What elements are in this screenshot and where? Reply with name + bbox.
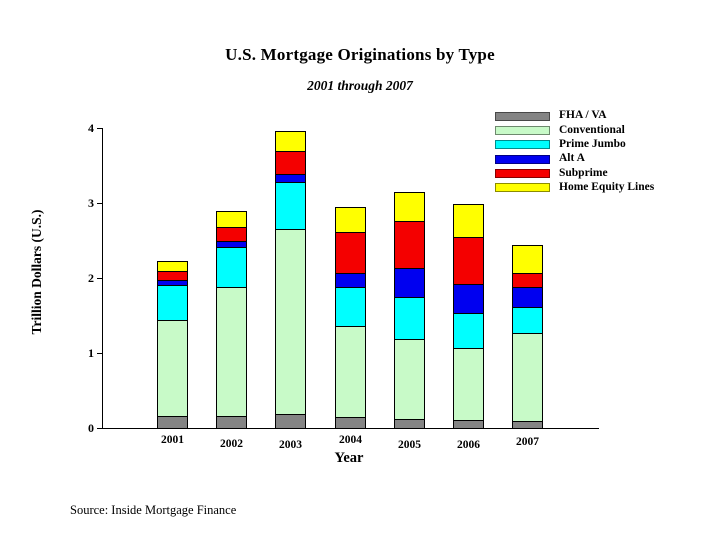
stacked-bar-2007 xyxy=(512,245,543,428)
bar-segment xyxy=(276,229,305,414)
bar-segment xyxy=(217,212,246,227)
y-tick-label: 0 xyxy=(88,421,94,435)
x-tick-label: 2003 xyxy=(279,439,302,451)
stacked-bar-2005 xyxy=(394,192,425,428)
legend-label: Alt A xyxy=(559,152,585,165)
bar-segment xyxy=(513,421,542,428)
y-tick-mark xyxy=(97,428,103,429)
legend: FHA / VA Conventional Prime Jumbo Alt A Subp… xyxy=(495,109,654,195)
y-tick-mark xyxy=(97,278,103,279)
bar-segment xyxy=(217,287,246,416)
legend-label: Home Equity Lines xyxy=(559,180,655,193)
legend-row: Home Equity Lines xyxy=(495,180,654,194)
plot-area xyxy=(102,128,599,429)
stacked-bar-2001 xyxy=(157,261,188,428)
legend-swatch xyxy=(495,168,550,178)
x-tick-label: 2001 xyxy=(161,434,184,446)
bar-segment xyxy=(336,232,365,273)
legend-row: Alt A xyxy=(495,152,654,166)
bar-segment xyxy=(217,227,246,241)
bar-segment xyxy=(513,273,542,287)
bar-segment xyxy=(158,416,187,428)
bar-segment xyxy=(336,287,365,326)
legend-label: Conventional xyxy=(559,123,625,136)
bar-segment xyxy=(276,414,305,428)
bar-segment xyxy=(454,420,483,428)
bar-segment xyxy=(395,193,424,221)
stacked-bar-2006 xyxy=(453,204,484,428)
bar-segment xyxy=(513,333,542,421)
bar-segment xyxy=(454,237,483,284)
x-tick-label: 2004 xyxy=(339,434,362,446)
bar-segment xyxy=(158,285,187,320)
legend-swatch xyxy=(495,140,550,150)
y-tick-mark xyxy=(97,128,103,129)
bar-segment xyxy=(454,284,483,313)
bar-segment xyxy=(454,313,483,348)
y-tick-label: 2 xyxy=(88,271,94,285)
bar-segment xyxy=(276,174,305,182)
bar-segment xyxy=(513,246,542,273)
bar-segment xyxy=(217,416,246,428)
bar-segment xyxy=(395,268,424,297)
bar-segment xyxy=(395,339,424,419)
legend-row: Subprime xyxy=(495,166,654,180)
y-axis-title: Trillion Dollars (U.S.) xyxy=(29,209,44,335)
bar-segment xyxy=(276,132,305,151)
x-tick-label: 2002 xyxy=(220,438,243,450)
x-tick-label: 2007 xyxy=(516,436,539,448)
stacked-bar-2003 xyxy=(275,131,306,428)
y-tick-mark xyxy=(97,203,103,204)
bar-segment xyxy=(336,417,365,428)
bar-segment xyxy=(158,271,187,280)
bar-segment xyxy=(276,151,305,174)
chart-subtitle: 2001 through 2007 xyxy=(307,78,413,93)
y-tick-label: 1 xyxy=(88,346,94,360)
bar-segment xyxy=(336,326,365,417)
bar-segment xyxy=(217,247,246,287)
bar-segment xyxy=(276,182,305,229)
bar-segment xyxy=(395,297,424,339)
legend-swatch xyxy=(495,125,550,135)
bar-segment xyxy=(513,287,542,307)
bar-segment xyxy=(513,307,542,333)
bar-segment xyxy=(336,273,365,287)
x-tick-label: 2005 xyxy=(398,439,421,451)
legend-swatch xyxy=(495,183,550,193)
bar-segment xyxy=(395,221,424,268)
y-tick-label: 4 xyxy=(88,121,94,135)
legend-row: FHA / VA xyxy=(495,109,654,123)
chart-title: U.S. Mortgage Originations by Type xyxy=(225,45,495,64)
bar-segment xyxy=(158,320,187,416)
legend-label: FHA / VA xyxy=(559,109,607,122)
legend-swatch xyxy=(495,111,550,121)
stacked-bar-2004 xyxy=(335,207,366,428)
y-tick-mark xyxy=(97,353,103,354)
bar-segment xyxy=(454,205,483,237)
legend-label: Prime Jumbo xyxy=(559,137,626,150)
legend-row: Conventional xyxy=(495,123,654,137)
legend-label: Subprime xyxy=(559,166,608,179)
x-tick-label: 2006 xyxy=(457,439,480,451)
y-tick-label: 3 xyxy=(88,196,94,210)
bar-segment xyxy=(158,262,187,271)
bar-segment xyxy=(395,419,424,428)
bar-segment xyxy=(158,280,187,285)
stacked-bar-2002 xyxy=(216,211,247,428)
bar-segment xyxy=(217,241,246,247)
bar-segment xyxy=(454,348,483,420)
legend-row: Prime Jumbo xyxy=(495,138,654,152)
bar-segment xyxy=(336,208,365,232)
legend-swatch xyxy=(495,154,550,164)
x-axis-title: Year xyxy=(334,450,364,466)
source-note: Source: Inside Mortgage Finance xyxy=(70,503,237,517)
